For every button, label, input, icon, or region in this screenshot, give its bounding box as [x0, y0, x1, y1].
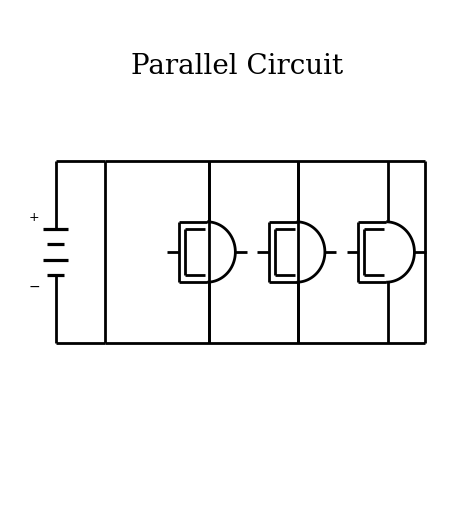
Text: −: −: [28, 279, 40, 293]
Text: +: +: [29, 211, 40, 224]
Text: Parallel Circuit: Parallel Circuit: [131, 53, 343, 80]
